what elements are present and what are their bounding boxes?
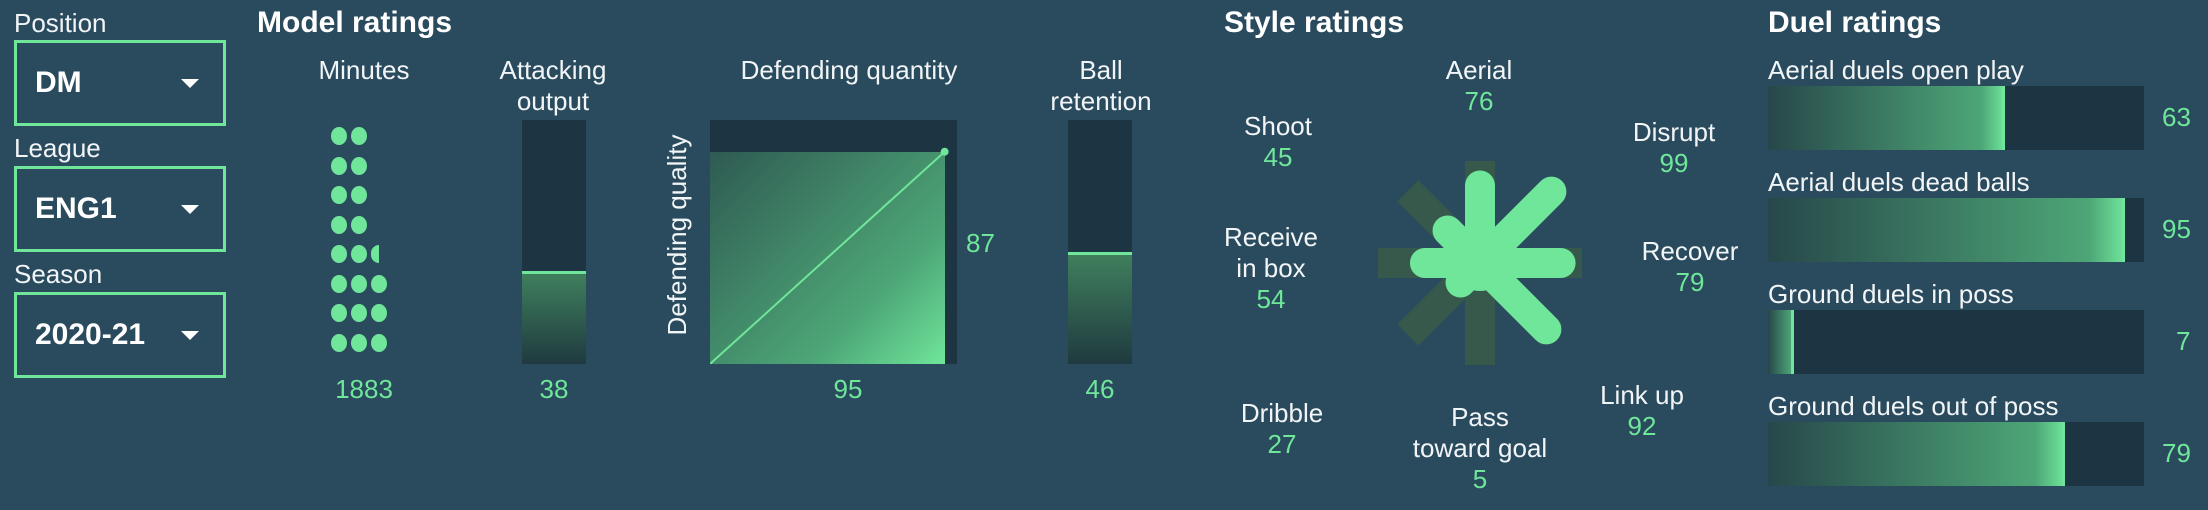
duel-fill-ground-out-of-poss [1768,422,2066,486]
style-label-dribble: Dribble 27 [1240,398,1324,459]
league-label: League [14,133,101,163]
style-label-aerial: Aerial 76 [1445,55,1513,116]
minutes-dot [331,127,347,145]
defending-quality-value: 87 [966,228,995,258]
duel-edge-aerial-dead-balls [2122,198,2126,262]
model-ratings-header: Model ratings [257,6,453,39]
ball-retention-label: Ball retention [1050,55,1152,116]
minutes-dot [351,215,367,234]
position-dropdown[interactable]: DM [14,40,226,126]
defending-square [710,120,957,364]
style-radar [1378,161,1582,365]
defending-quantity-label: Defending quantity [740,55,958,85]
league-value: ENG1 [35,192,117,225]
duel-edge-ground-out-of-poss [2062,422,2066,486]
season-dropdown[interactable]: 2020-21 [14,292,226,378]
radar-center [1452,235,1508,291]
minutes-dot [371,304,387,322]
duel-bar-aerial-dead-balls [1768,198,2144,262]
style-label-shoot: Shoot 45 [1244,111,1312,172]
duel-value-aerial-open-play: 63 [2162,102,2191,132]
duel-bar-ground-in-poss [1768,310,2144,374]
duel-edge-ground-in-poss [1791,310,1795,374]
minutes-dot [331,215,347,234]
style-label-receive-in-box: Receive in box 54 [1224,222,1318,314]
minutes-value: 1883 [335,374,393,404]
duel-value-aerial-dead-balls: 95 [2162,214,2191,244]
minutes-dot [371,333,387,352]
minutes-dot [351,333,367,352]
minutes-dot [371,274,387,293]
minutes-dot [351,274,367,293]
duel-label-aerial-open-play: Aerial duels open play [1768,55,2024,85]
ball-retention-value: 46 [1085,374,1115,404]
defending-diagonal [710,147,949,364]
style-label-pass-toward-goal: Pass toward goal 5 [1412,402,1548,494]
season-label: Season [14,259,103,289]
minutes-dot [331,274,347,293]
defending-quality-label: Defending quality [662,134,692,336]
minutes-dot [351,127,367,145]
duel-bar-aerial-open-play [1768,86,2144,150]
minutes-dot [331,304,347,322]
ball-retention-bar [1068,120,1132,364]
style-label-recover: Recover 79 [1641,236,1739,297]
attacking-output-fill [522,271,586,364]
attacking-output-bar [522,120,586,364]
ball-retention-fill [1068,251,1132,364]
minutes-dot [351,304,367,322]
chevron-down-icon [181,78,199,88]
duel-label-ground-in-poss: Ground duels in poss [1768,279,2014,309]
position-value: DM [35,66,82,99]
minutes-dot [331,156,347,175]
duel-label-aerial-dead-balls: Aerial duels dead balls [1768,167,2030,197]
attacking-output-label: Attacking output [499,55,607,116]
minutes-dot [331,186,347,204]
duel-value-ground-in-poss: 7 [2176,326,2191,356]
attacking-output-value: 38 [539,374,569,404]
position-label: Position [14,8,107,38]
duel-ratings-header: Duel ratings [1768,6,1942,39]
duel-fill-aerial-dead-balls [1768,198,2126,262]
style-label-link-up: Link up 92 [1600,380,1684,441]
style-radar-values [1409,170,1576,345]
duel-fill-aerial-open-play [1768,86,2005,150]
defending-quantity-value: 95 [833,374,863,404]
minutes-dot [331,333,347,352]
duel-fill-ground-in-poss [1768,310,1795,374]
duel-bar-ground-out-of-poss [1768,422,2144,486]
minutes-dot [331,245,347,263]
chevron-down-icon [181,330,199,340]
minutes-dot-partial [371,245,379,263]
minutes-label: Minutes [318,55,410,85]
duel-label-ground-out-of-poss: Ground duels out of poss [1768,391,2059,421]
duel-edge-aerial-open-play [2001,86,2005,150]
style-ratings-header: Style ratings [1224,6,1405,39]
chevron-down-icon [181,204,199,214]
minutes-dot [351,186,367,204]
league-dropdown[interactable]: ENG1 [14,166,226,252]
duel-value-ground-out-of-poss: 79 [2162,438,2191,468]
style-label-disrupt: Disrupt 99 [1632,117,1716,178]
minutes-dot [351,156,367,175]
minutes-dot [351,245,367,263]
season-value: 2020-21 [35,318,146,351]
